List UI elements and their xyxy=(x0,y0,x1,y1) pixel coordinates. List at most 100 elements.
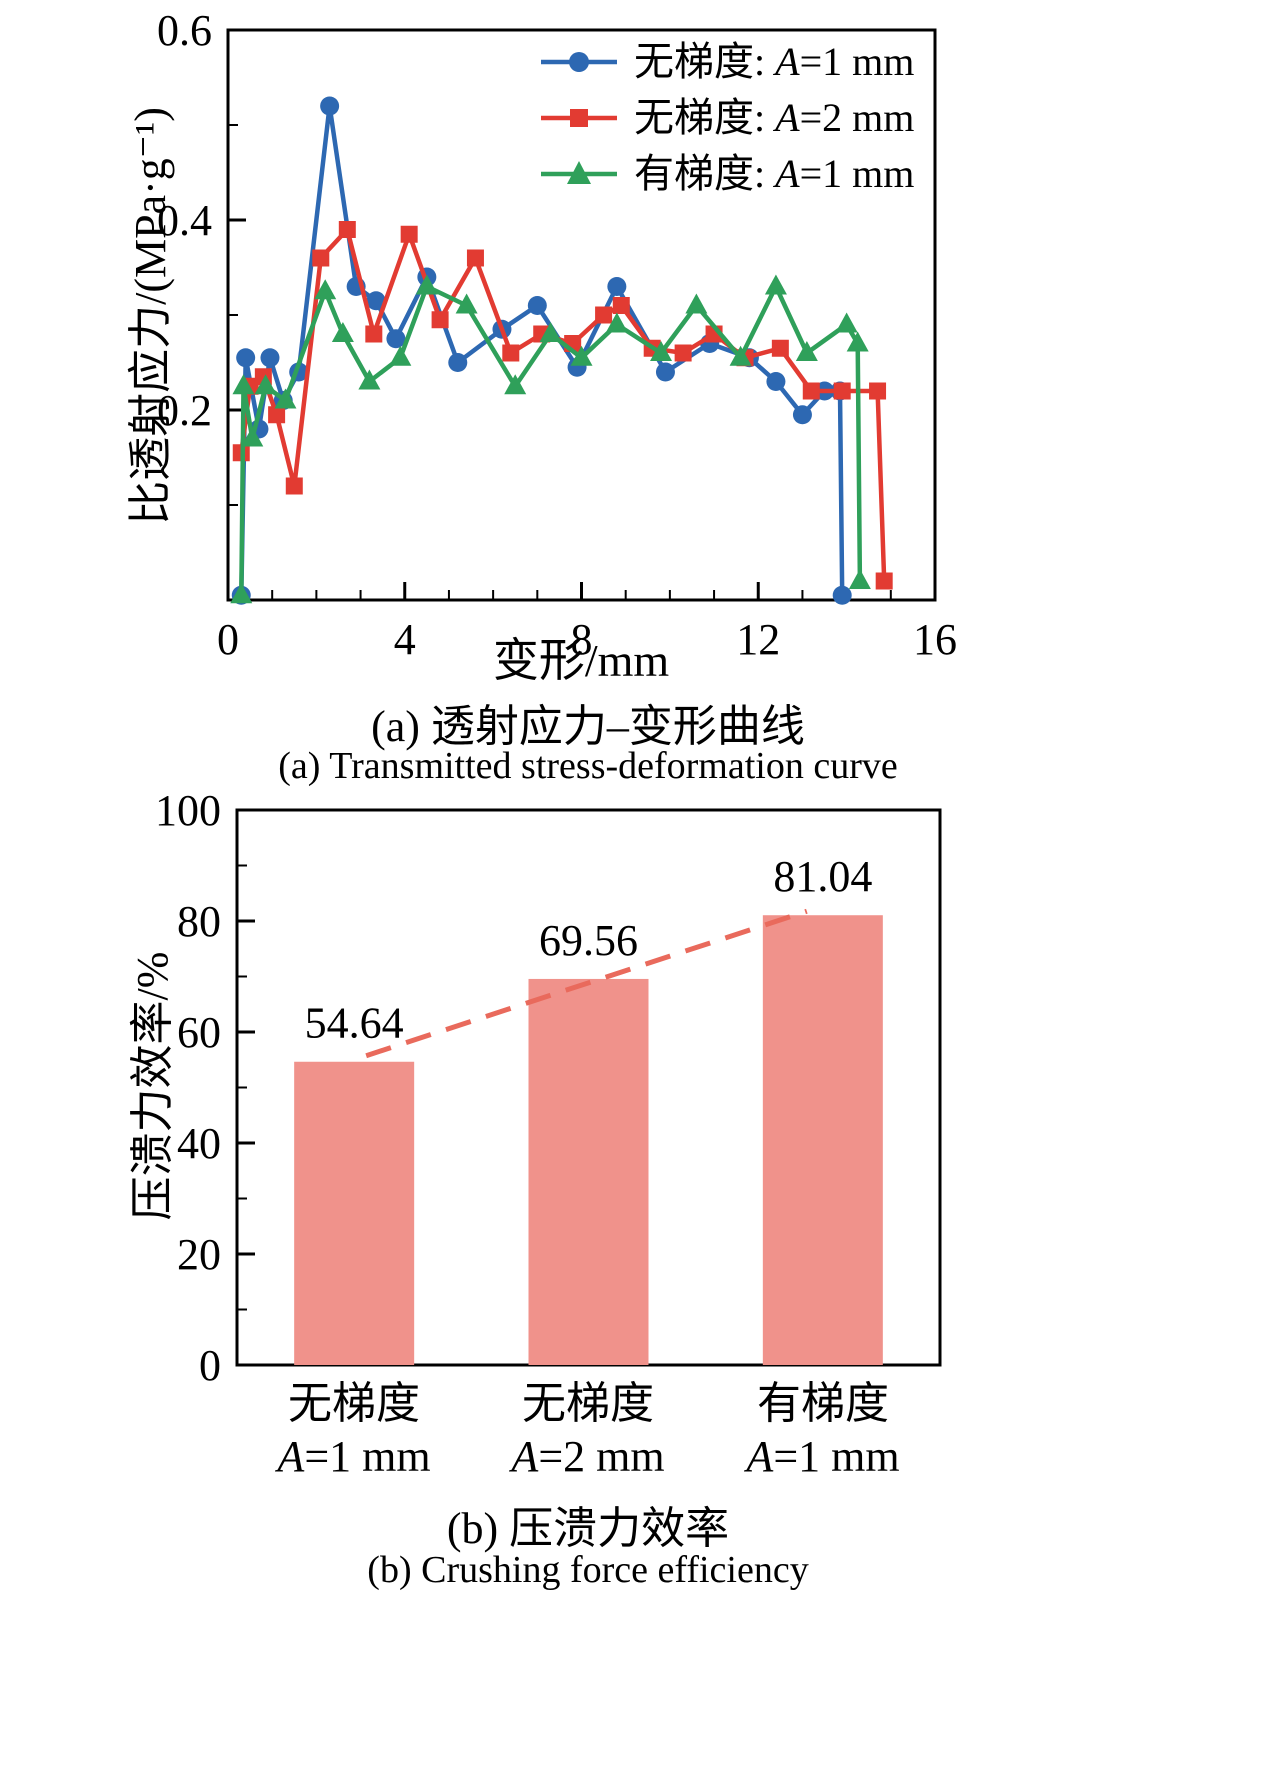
marker-square xyxy=(595,306,613,324)
legend-label-2-var: A xyxy=(775,151,800,196)
marker-square xyxy=(869,382,887,400)
marker-circle xyxy=(320,96,340,116)
bar-category-2-var: A xyxy=(746,1431,774,1481)
marker-triangle xyxy=(331,322,354,342)
bar-category-0-rest: =1 mm xyxy=(304,1431,431,1481)
legend-glyph-triangle xyxy=(541,161,617,184)
bar-category-label-0: 无梯度 A=1 mm xyxy=(277,1378,430,1484)
y-tick-label: 0.6 xyxy=(157,6,212,55)
marker-square xyxy=(502,344,520,362)
legend-glyph-square xyxy=(541,109,617,127)
marker-triangle xyxy=(358,369,381,390)
marker-triangle xyxy=(230,583,253,604)
marker-circle xyxy=(792,405,812,425)
caption-b-zh: (b) 压溃力效率 xyxy=(446,1504,730,1553)
marker-circle xyxy=(607,277,627,296)
legend-triangle xyxy=(567,161,591,184)
marker-triangle xyxy=(764,274,787,295)
marker-triangle xyxy=(605,312,628,333)
legend-label-0-prefix: 无梯度: xyxy=(634,39,776,84)
marker-triangle xyxy=(389,345,412,366)
caption-a-zh: (a) 透射应力–变形曲线 xyxy=(371,702,805,751)
legend-marker-triangle xyxy=(538,156,620,192)
y-tick-label: 0.2 xyxy=(157,386,212,435)
marker-triangle xyxy=(539,322,562,342)
marker-triangle xyxy=(650,341,673,361)
marker-triangle xyxy=(846,331,869,352)
marker-circle xyxy=(655,362,675,382)
x-tick-label: 8 xyxy=(571,615,593,664)
caption-b-en: (b) Crushing force efficiency xyxy=(367,1549,809,1591)
y-tick-label: 20 xyxy=(177,1230,221,1279)
legend-label-0-var: A xyxy=(775,39,800,84)
y-tick-label: 40 xyxy=(177,1119,221,1168)
trend-dashed-line xyxy=(365,908,808,1059)
marker-triangle xyxy=(455,293,478,314)
series-line xyxy=(239,227,887,582)
y-axis-label-a: 比透射应力/(MPa·g⁻¹) xyxy=(126,107,175,525)
x-tick-label: 16 xyxy=(913,615,957,664)
x-tick-label: 0 xyxy=(217,615,239,664)
x-axis-label-a: 变形/mm xyxy=(492,635,670,686)
marker-square xyxy=(802,382,820,400)
y-axis-label-b: 压溃力效率/% xyxy=(128,951,177,1221)
bar-category-1-rest: =2 mm xyxy=(538,1431,665,1481)
legend-item-0: 无梯度: A=1 mm xyxy=(538,38,914,86)
marker-triangle xyxy=(254,374,277,395)
marker-circle xyxy=(260,348,280,368)
bar-category-2-rest: =1 mm xyxy=(773,1431,900,1481)
caption-a-en: (a) Transmitted stress-deformation curve xyxy=(278,745,898,787)
bars xyxy=(294,915,883,1365)
bar-category-2-line1: 有梯度 xyxy=(757,1379,889,1428)
marker-triangle xyxy=(314,279,337,300)
bar-category-1-line1: 无梯度 xyxy=(522,1379,654,1428)
marker-triangle xyxy=(848,569,871,589)
legend-marker-circle xyxy=(538,44,620,80)
legend: 无梯度: A=1 mm 无梯度: A=2 mm 有梯度: A=1 mm xyxy=(538,38,914,198)
bar-category-1-var: A xyxy=(511,1431,539,1481)
marker-triangle xyxy=(241,426,264,447)
bar-0 xyxy=(294,1061,415,1365)
marker-square xyxy=(400,225,418,243)
legend-label-0: 无梯度: A=1 mm xyxy=(634,38,914,86)
marker-square xyxy=(285,477,303,495)
bar-category-0-line1: 无梯度 xyxy=(288,1379,420,1428)
marker-triangle xyxy=(795,341,818,361)
axes-b: 0 20 40 60 80 100 xyxy=(155,790,255,1390)
line-series-2 xyxy=(230,274,871,604)
marker-square xyxy=(268,406,286,424)
legend-marker-square xyxy=(538,100,620,136)
bar-2 xyxy=(762,915,883,1365)
marker-square xyxy=(771,339,789,357)
line-chart-svg: 0 4 8 12 16 0.2 0.4 0.6 xyxy=(157,6,957,664)
bar-category-label-1: 无梯度 A=2 mm xyxy=(511,1378,664,1484)
marker-circle xyxy=(448,353,468,372)
legend-label-2-prefix: 有梯度: xyxy=(634,151,776,196)
bar-1 xyxy=(528,978,649,1365)
y-tick-label: 60 xyxy=(177,1008,221,1057)
marker-circle xyxy=(366,291,386,311)
marker-circle xyxy=(527,296,547,315)
marker-square xyxy=(466,249,484,267)
marker-circle xyxy=(236,348,256,368)
marker-triangle xyxy=(729,345,752,366)
y-tick-label: 0 xyxy=(199,1341,221,1390)
marker-square xyxy=(875,572,893,590)
marker-square xyxy=(612,297,630,314)
legend-label-1-rest: =2 mm xyxy=(799,95,915,140)
marker-circle xyxy=(832,585,852,605)
legend-label-1-var: A xyxy=(775,95,800,140)
marker-triangle xyxy=(835,312,858,333)
y-tick-label: 100 xyxy=(155,790,221,835)
bar-value-label-1: 69.56 xyxy=(539,916,638,965)
legend-label-2: 有梯度: A=1 mm xyxy=(634,150,914,198)
bar-chart-svg: 0 20 40 60 80 100 54.64 69.56 81.04 xyxy=(155,790,942,1390)
marker-square xyxy=(338,221,356,238)
legend-label-0-rest: =1 mm xyxy=(799,39,915,84)
bar-category-0-line2: A=1 mm xyxy=(277,1431,430,1484)
legend-label-1: 无梯度: A=2 mm xyxy=(634,94,914,142)
legend-label-1-prefix: 无梯度: xyxy=(634,95,776,140)
marker-square xyxy=(833,382,851,400)
marker-triangle xyxy=(570,345,593,366)
